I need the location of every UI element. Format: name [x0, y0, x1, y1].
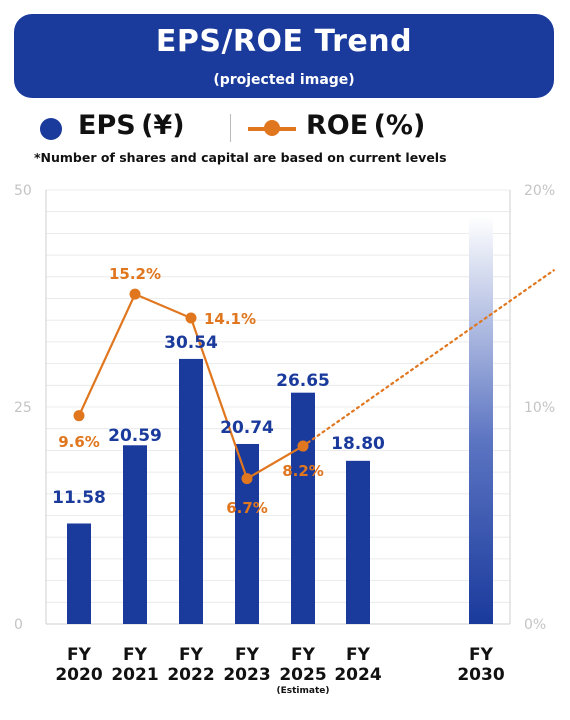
- eps-data-label: 30.54: [164, 333, 218, 353]
- roe-point: [241, 473, 253, 485]
- chart-subtitle: (projected image): [213, 72, 355, 88]
- left-tick-label: 25: [14, 400, 32, 416]
- eps-bar: [179, 358, 203, 624]
- legend-separator: [230, 114, 231, 142]
- right-tick-label: 20%: [524, 183, 555, 199]
- x-tick-sublabel: (Estimate): [277, 686, 330, 696]
- roe-legend-marker-icon: [264, 120, 280, 136]
- x-tick-label: FY: [123, 645, 148, 665]
- x-tick-label: FY: [469, 645, 494, 665]
- left-tick-label: 0: [14, 617, 23, 633]
- roe-data-label: 6.7%: [226, 499, 268, 517]
- roe-legend-label: ROE (%): [306, 110, 426, 141]
- eps-bar: [67, 523, 91, 624]
- eps-bar: [291, 392, 315, 624]
- chart-title: EPS/ROE Trend: [155, 24, 413, 59]
- x-tick-label: FY: [179, 645, 204, 665]
- x-tick-label: FY: [235, 645, 260, 665]
- x-tick-label: FY: [67, 645, 92, 665]
- right-tick-label: 10%: [524, 400, 555, 416]
- x-tick-label: 2020: [55, 665, 102, 685]
- eps-data-label: 11.58: [52, 488, 106, 508]
- roe-data-label: 14.1%: [204, 310, 256, 328]
- eps-data-label: 20.74: [220, 418, 274, 438]
- eps-legend-dot-icon: [40, 118, 62, 140]
- eps-bar: [469, 216, 493, 625]
- x-tick-label: 2030: [457, 665, 504, 685]
- left-tick-label: 50: [14, 183, 32, 199]
- x-tick-label: 2024: [334, 665, 381, 685]
- x-tick-label: 2021: [111, 665, 158, 685]
- legend: EPS (¥) ROE (%): [34, 108, 554, 148]
- roe-data-label: 15.2%: [109, 265, 161, 283]
- x-tick-label: FY: [291, 645, 316, 665]
- x-tick-label: 2025: [279, 665, 326, 685]
- x-tick-label: 2023: [223, 665, 270, 685]
- eps-bar: [235, 443, 259, 624]
- roe-data-label: 9.6%: [58, 433, 100, 451]
- roe-point: [185, 312, 197, 324]
- x-tick-label: FY: [346, 645, 371, 665]
- roe-point: [73, 410, 85, 422]
- eps-bar: [123, 445, 147, 624]
- footnote: *Number of shares and capital are based …: [34, 150, 447, 165]
- title-banner: EPS/ROE Trend (projected image): [14, 14, 554, 98]
- eps-bar: [346, 460, 370, 624]
- eps-data-label: 26.65: [276, 371, 330, 391]
- roe-point: [297, 440, 309, 452]
- eps-data-label: 18.80: [331, 434, 385, 454]
- x-tick-label: 2022: [167, 665, 214, 685]
- eps-legend-label: EPS (¥): [78, 110, 185, 141]
- right-tick-label: 0%: [524, 617, 546, 633]
- eps-data-label: 20.59: [108, 426, 162, 446]
- roe-data-label: 8.2%: [282, 462, 324, 480]
- roe-projection-line: [301, 269, 555, 448]
- roe-point: [129, 288, 141, 300]
